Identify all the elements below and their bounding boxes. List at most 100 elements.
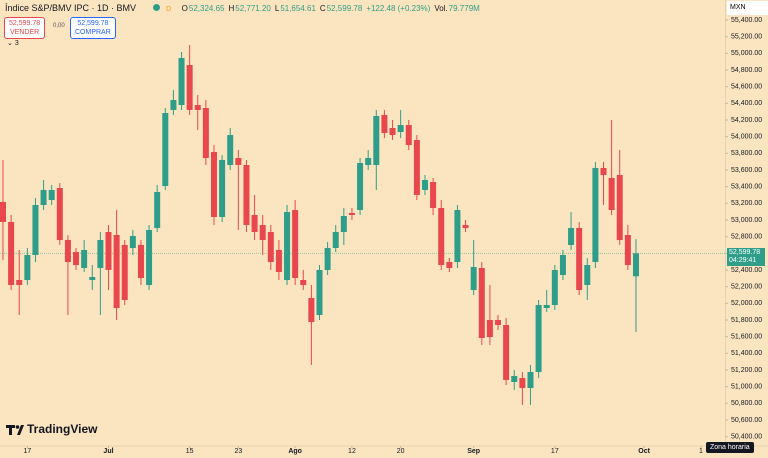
candle-body (389, 128, 396, 135)
y-tick-label: 51,600.00 (731, 334, 762, 341)
indicators-toggle[interactable]: ⌄ 3 (7, 40, 19, 47)
candle-body (0, 202, 7, 222)
candle-body (430, 182, 437, 208)
candle-body (454, 210, 461, 262)
legend-key: H (228, 4, 235, 13)
candle-body (275, 250, 282, 272)
candle-body (113, 235, 120, 308)
candle-body (146, 230, 153, 285)
candle-body (97, 240, 104, 268)
candle-body (357, 163, 364, 210)
candle-body (284, 212, 291, 280)
x-tick-label: 17 (551, 448, 559, 455)
candle-body (194, 105, 201, 110)
candle-body (511, 376, 518, 382)
candle-body (73, 252, 80, 265)
candle-body (235, 158, 242, 165)
candle-body (373, 116, 380, 165)
x-tick-label: Sep (467, 448, 480, 455)
candle-body (559, 255, 566, 275)
candle-body (324, 248, 331, 270)
candle-body (162, 113, 169, 186)
candle-body (381, 115, 388, 133)
candle-body (227, 135, 234, 165)
status-dot (152, 4, 160, 11)
candle-body (24, 255, 31, 280)
buy-button[interactable]: 52,599.78 COMPRAR (70, 17, 116, 39)
candle-body (624, 235, 631, 265)
candle-body (340, 216, 347, 232)
candle-body (48, 190, 55, 200)
countdown: 04:29:41 (729, 257, 757, 265)
candle-body (178, 58, 185, 105)
candle-body (316, 270, 323, 315)
x-tick-label: 23 (234, 448, 242, 455)
candle-body (365, 158, 372, 165)
candle-body (267, 232, 274, 262)
y-tick-label: 53,800.00 (731, 150, 762, 157)
candle-body (551, 270, 558, 305)
candle-body (40, 190, 47, 205)
candle-body (503, 325, 510, 380)
candle-body (584, 265, 591, 285)
candle-body (535, 305, 542, 372)
price-tag-value: 52,599.78 (729, 249, 761, 257)
y-tick-label: 53,400.00 (731, 184, 762, 191)
candle-body (576, 228, 583, 290)
candle-body (129, 236, 136, 248)
candle-body (495, 320, 502, 325)
y-tick-label: 55,200.00 (731, 34, 762, 41)
candle-body (56, 188, 63, 240)
candle-body (137, 245, 144, 278)
y-tick-label: 51,400.00 (731, 350, 762, 357)
candle-body (300, 280, 307, 285)
y-tick-label: 53,000.00 (731, 217, 762, 224)
volume-label: Vol. (434, 4, 448, 13)
y-tick-label: 52,200.00 (731, 284, 762, 291)
candle-body (292, 210, 299, 278)
legend-key: L (274, 4, 280, 13)
currency[interactable]: MXN (727, 1, 768, 15)
y-tick-label: 53,600.00 (731, 167, 762, 174)
candle-body (308, 298, 315, 322)
ohlc: O52,324.65 H52,771.20 L51,654.61 C52,599.78… (182, 4, 481, 13)
candle-body (486, 320, 493, 337)
candle-body (64, 240, 71, 262)
candle-body (397, 125, 404, 132)
legend-key: O (181, 4, 188, 13)
x-tick-label: Jul (103, 448, 113, 455)
legend-value: 52,771.20 (235, 4, 271, 13)
candle-body (210, 152, 217, 217)
x-tick-label: Ago (288, 448, 302, 455)
y-tick-label: 50,800.00 (731, 400, 762, 407)
candle-body (600, 168, 607, 175)
price-tag: 52,599.78 04:29:41 (727, 248, 765, 267)
candle-body (332, 232, 339, 248)
y-tick-label: 51,000.00 (731, 384, 762, 391)
candle-body (8, 222, 15, 285)
candle-body (413, 140, 420, 195)
brand: TradingView (27, 422, 98, 436)
candle-body (478, 268, 485, 338)
candle-body (251, 215, 258, 232)
candle-body (202, 108, 209, 158)
candle-body (405, 125, 412, 145)
candle-body (470, 267, 477, 290)
candle-body (16, 280, 23, 285)
y-tick-label: 52,000.00 (731, 300, 762, 307)
change: +122.48 (+0.23%) (366, 4, 431, 13)
candle-body (543, 305, 550, 308)
sell-label: VENDER (9, 29, 40, 36)
timezone[interactable]: Zona horaria (706, 442, 754, 453)
candle-body (121, 245, 128, 300)
candle-body (243, 165, 250, 225)
legend-row: Índice S&P/BMV IPC · 1D · BMV D O52,324.… (5, 3, 481, 13)
candle-body (421, 180, 428, 190)
sell-button[interactable]: 52,599.78 VENDER (4, 17, 46, 39)
legend-value: 52,599.78 (326, 4, 363, 13)
x-tick-label: 17 (23, 448, 31, 455)
x-tick-label: 15 (186, 448, 194, 455)
candle-body (259, 225, 266, 240)
